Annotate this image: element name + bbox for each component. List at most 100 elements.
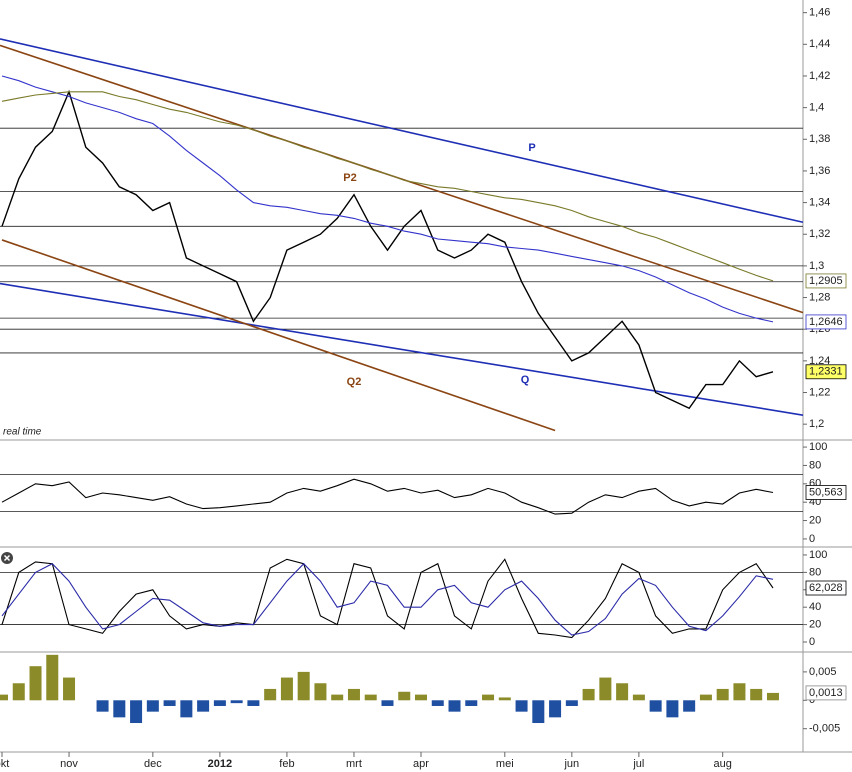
y-tick-label: 100 <box>809 549 827 561</box>
bar <box>29 666 42 701</box>
x-tick-label: mei <box>496 758 514 770</box>
y-tick-label: 80 <box>809 566 821 578</box>
last-value-box <box>805 314 847 330</box>
series-line <box>1 478 774 515</box>
trendline-label: P2 <box>343 172 356 184</box>
y-tick-label: 20 <box>809 618 821 630</box>
bar <box>347 688 360 701</box>
bar <box>230 700 243 704</box>
y-tick-label: 1,36 <box>809 165 830 177</box>
close-button[interactable] <box>1 552 13 564</box>
series-line <box>1 89 774 410</box>
bar <box>549 700 562 718</box>
y-tick-label: 100 <box>809 441 827 453</box>
y-tick-label: 1,24 <box>809 355 830 367</box>
bar <box>163 700 176 706</box>
y-tick-label: 0,005 <box>809 666 837 678</box>
x-tick-label: nov <box>60 758 78 770</box>
y-tick-label: 1,34 <box>809 196 830 208</box>
bar <box>113 700 126 718</box>
x-tick-label: apr <box>413 758 429 770</box>
bar <box>498 697 511 701</box>
x-tick-label: feb <box>279 758 294 770</box>
y-tick-label: 80 <box>809 459 821 471</box>
last-value-label: 50,563 <box>809 486 843 498</box>
last-value-box <box>805 685 847 701</box>
x-tick-label: 2012 <box>208 758 232 770</box>
bar <box>146 700 159 712</box>
last-value-box <box>805 485 847 500</box>
trendline-label: Q <box>521 374 530 386</box>
bar <box>130 700 143 724</box>
bar <box>297 671 310 701</box>
y-tick-label: 1,38 <box>809 133 830 145</box>
last-value-box <box>805 273 847 289</box>
last-value-label: 1,2331 <box>809 366 843 378</box>
bar <box>247 700 260 706</box>
y-tick-label: 1,28 <box>809 291 830 303</box>
bar <box>280 677 293 701</box>
bar <box>632 694 645 701</box>
bar <box>565 700 578 706</box>
bar <box>12 683 25 701</box>
bar <box>733 683 746 701</box>
bar <box>0 694 8 701</box>
trendline <box>0 282 804 416</box>
x-tick-label: dec <box>144 758 162 770</box>
bar <box>96 700 109 712</box>
x-tick-label: jun <box>563 758 579 770</box>
x-tick-label: okt <box>0 758 9 770</box>
bar <box>582 688 595 701</box>
bar <box>415 694 427 701</box>
bar <box>465 700 478 706</box>
bar <box>750 688 763 701</box>
y-tick-label: 1,32 <box>809 228 830 240</box>
bar <box>482 694 495 701</box>
bar <box>314 683 327 701</box>
bar <box>331 694 344 701</box>
y-tick-label: 0 <box>809 533 815 545</box>
trendline <box>1 239 556 432</box>
last-value-label: 0,0013 <box>809 687 843 699</box>
bar <box>213 700 226 706</box>
bar <box>46 654 59 701</box>
annotation: real time <box>3 427 42 438</box>
bar <box>666 700 679 718</box>
bar <box>699 694 712 701</box>
bar <box>264 688 277 701</box>
bar <box>766 692 779 701</box>
y-tick-label: 1,3 <box>809 260 824 272</box>
bar <box>381 700 394 706</box>
series-line <box>1 558 774 639</box>
y-tick-label: 0 <box>809 636 815 648</box>
y-tick-label: 1,44 <box>809 38 830 50</box>
bar <box>431 700 444 706</box>
bar <box>63 677 76 701</box>
last-value-box <box>805 364 847 380</box>
last-value-label: 1,2646 <box>809 316 843 328</box>
y-tick-label: 1,46 <box>809 7 830 19</box>
bar <box>532 700 545 724</box>
y-tick-label: 1,42 <box>809 70 830 82</box>
bar <box>515 700 528 712</box>
bar <box>364 694 377 701</box>
bar <box>616 683 629 701</box>
bar <box>398 691 411 701</box>
x-tick-label: jul <box>632 758 644 770</box>
bar <box>197 700 210 712</box>
bar <box>716 688 729 701</box>
trendline <box>0 38 804 224</box>
y-tick-label: 20 <box>809 514 821 526</box>
last-value-box <box>805 580 847 596</box>
y-tick-label: 1,4 <box>809 102 824 114</box>
series-line <box>1 75 774 323</box>
y-tick-label: 1,22 <box>809 386 830 398</box>
bar <box>649 700 662 712</box>
series-line <box>1 562 774 636</box>
series-line <box>1 91 774 282</box>
y-tick-label: 40 <box>809 601 821 613</box>
y-tick-label: 1,2 <box>809 418 824 430</box>
x-tick-label: aug <box>714 758 732 770</box>
